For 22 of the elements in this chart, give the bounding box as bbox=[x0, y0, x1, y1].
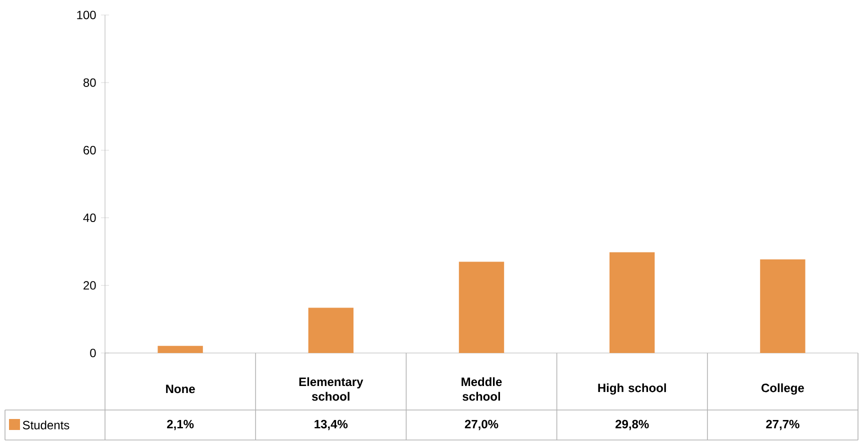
y-tick-label: 60 bbox=[84, 146, 96, 154]
data-label: 29,8% bbox=[616, 420, 649, 430]
x-tick-label: High school bbox=[598, 383, 666, 395]
y-tick-label: 80 bbox=[83, 78, 96, 87]
bar bbox=[158, 346, 203, 353]
x-tick-label: Meddle school bbox=[462, 377, 502, 401]
data-label: 2,1% bbox=[167, 420, 194, 430]
x-tick-label: None bbox=[166, 384, 195, 394]
y-tick-label: 40 bbox=[83, 214, 96, 222]
data-label: 27,0% bbox=[464, 420, 498, 430]
bar bbox=[760, 259, 806, 353]
y-tick-label: 20 bbox=[84, 281, 96, 290]
data-label: 27,7% bbox=[766, 420, 800, 430]
legend-label: Students bbox=[22, 420, 70, 430]
bar bbox=[308, 308, 354, 353]
y-tick-label: 100 bbox=[77, 10, 96, 20]
data-label: 13,4% bbox=[314, 420, 348, 430]
y-tick-label: 0 bbox=[90, 348, 96, 358]
x-tick-label: College bbox=[762, 383, 804, 395]
bar bbox=[610, 252, 655, 353]
x-tick-label: Elementary school bbox=[299, 377, 364, 401]
bar bbox=[458, 262, 504, 353]
